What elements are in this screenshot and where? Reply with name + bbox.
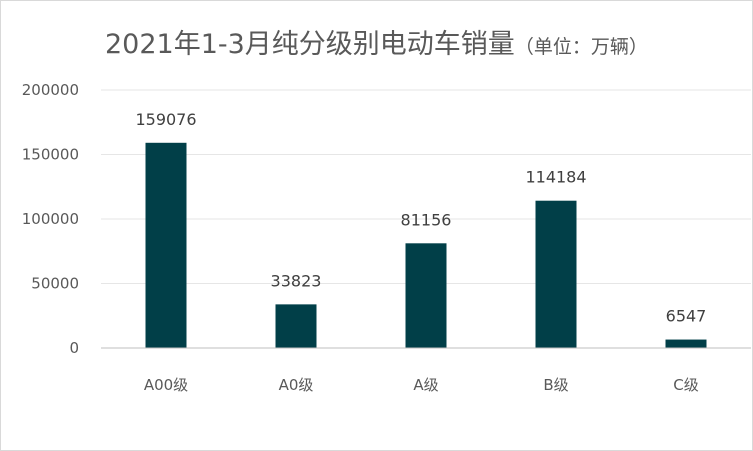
chart-title-unit: （单位：万辆） xyxy=(514,36,648,58)
chart-title-main: 2021年1-3月纯分级别电动车销量 xyxy=(105,29,515,60)
x-category-label: A00级 xyxy=(144,376,188,394)
chart-title: 2021年1-3月纯分级别电动车销量（单位：万辆） xyxy=(105,23,665,70)
x-axis-categories: A00级 A0级 A级 B级 C级 xyxy=(144,376,699,394)
y-tick-label: 50000 xyxy=(31,275,79,293)
bar xyxy=(145,142,187,348)
bar xyxy=(665,339,707,348)
bar xyxy=(405,243,447,348)
x-category-label: A级 xyxy=(413,376,438,394)
data-label: 6547 xyxy=(666,307,707,326)
data-label: 33823 xyxy=(271,271,322,290)
y-axis-ticks: 0 50000 100000 150000 200000 xyxy=(22,81,79,357)
bar xyxy=(275,304,317,348)
bar xyxy=(535,200,577,348)
y-tick-label: 0 xyxy=(69,339,79,357)
data-label: 159076 xyxy=(135,110,196,129)
x-category-label: C级 xyxy=(673,376,698,394)
x-category-label: B级 xyxy=(543,376,568,394)
x-category-label: A0级 xyxy=(279,376,314,394)
y-tick-label: 100000 xyxy=(22,210,79,228)
data-label: 114184 xyxy=(525,168,586,187)
y-tick-label: 200000 xyxy=(22,81,79,99)
y-tick-label: 150000 xyxy=(22,146,79,164)
data-labels: 159076 33823 81156 114184 6547 xyxy=(135,110,706,326)
data-label: 81156 xyxy=(401,210,452,229)
bars xyxy=(145,142,707,348)
